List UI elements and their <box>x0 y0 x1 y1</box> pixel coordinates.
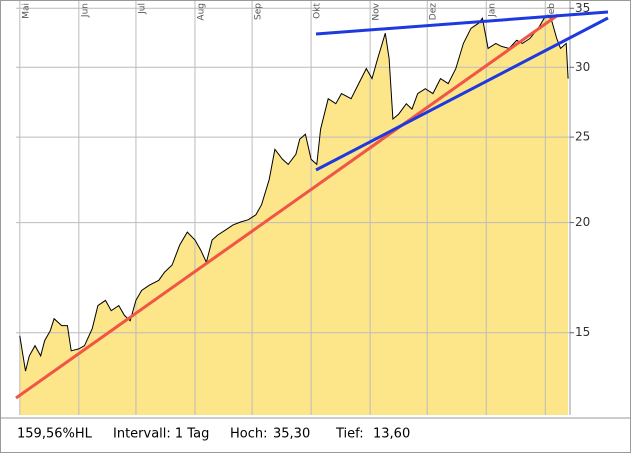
x-tick-label: Dez <box>429 3 439 20</box>
footer-interval: Intervall: 1 Tag <box>113 427 209 442</box>
x-tick-label: Okt <box>313 3 323 19</box>
y-tick-label: 20 <box>575 215 590 229</box>
y-tick-label: 15 <box>575 325 590 339</box>
trend-line-red <box>15 13 559 400</box>
plot: .comdirect1520253035MaiJunJulAugSepOktNo… <box>16 0 590 415</box>
area <box>19 16 569 415</box>
x-tick-label: Nov <box>372 2 382 20</box>
y-tick-label: 30 <box>575 60 590 74</box>
trend-line-blue <box>315 10 609 36</box>
x-tick-label: Jan <box>488 3 498 18</box>
footer-low: 13,60 <box>373 427 410 442</box>
footer-high: 35,30 <box>273 427 310 442</box>
footer-high-label: Hoch: <box>230 427 268 442</box>
x-tick-label: Aug <box>196 3 206 21</box>
trend-line-blue <box>315 16 609 172</box>
x-tick-label: Sep <box>254 3 264 20</box>
price-line <box>19 15 569 372</box>
y-tick-label: 35 <box>575 1 590 15</box>
footer-performance: 159,56%HL <box>17 427 93 442</box>
footer-low-label: Tief: <box>335 427 364 442</box>
y-tick-label: 25 <box>575 130 590 144</box>
x-tick-label: Feb <box>547 3 557 19</box>
x-tick-label: Mai <box>21 3 31 19</box>
x-tick-label: Jul <box>137 3 147 15</box>
x-tick-label: Jun <box>80 3 90 18</box>
